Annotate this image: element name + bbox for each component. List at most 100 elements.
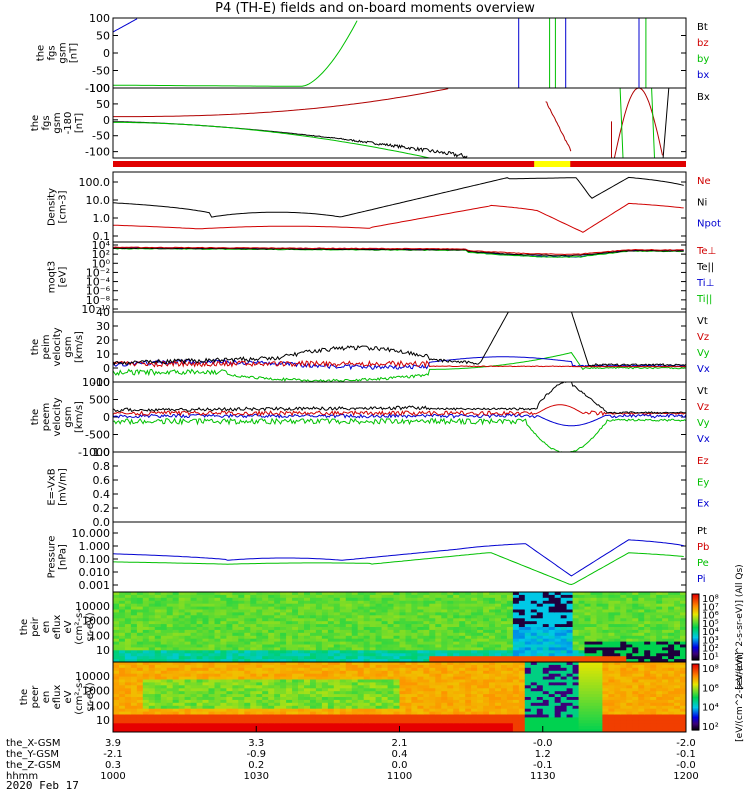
spectro-cell [351,650,359,654]
spectro-cell [274,638,281,643]
spectro-cell [268,621,275,625]
spectro-cell [351,720,359,724]
ytick-label: 10⁻¹⁰ [81,303,110,316]
spectro-cell [483,717,490,721]
spectro-cell [662,656,669,660]
spectro-cell [124,670,132,675]
spectro-cell [411,691,418,695]
spectro-cell [566,629,574,634]
spectro-cell [411,597,418,602]
spectro-cell [238,624,245,628]
spectro-cell [417,592,424,596]
spectro-cell [363,697,371,701]
spectro-cell [680,688,686,692]
spectro-cell [447,624,454,628]
spectro-cell [113,691,120,695]
spectro-cell [674,627,681,631]
spectro-cell [220,609,227,613]
spectro-cell [447,688,454,692]
spectro-cell [333,629,341,634]
spectro-cell [518,711,526,716]
spectro-cell [465,697,472,701]
spectro-cell [256,685,263,689]
spectro-cell [172,632,180,637]
spectro-cell [417,691,424,695]
ylabel-line: sr-eV) [85,682,96,711]
spectro-cell [304,641,311,646]
spectro-cell [202,594,210,599]
spectro-cell [447,635,454,640]
spectro-cell [596,644,604,648]
spectro-cell [202,729,210,732]
spectro-cell [680,632,686,637]
spectro-cell [465,723,472,727]
ylabel-line: peer [30,685,41,709]
spectro-cell [644,711,651,716]
spectro-cell [321,723,329,727]
spectro-cell [166,624,174,628]
spectro-cell [680,711,686,716]
spectro-cell [357,621,365,625]
spectro-cell [369,702,377,707]
spectro-cell [680,662,686,666]
spectro-cell [530,600,538,605]
spectro-cell [321,635,329,640]
spectro-cell [453,702,460,707]
spectro-cell [268,618,275,622]
spectro-cell [333,726,341,730]
spectro-cell [411,676,418,681]
spectro-cell [208,659,216,662]
spectro-cell [518,685,526,689]
spectro-cell [483,656,490,660]
spectro-cell [632,708,639,713]
colorbar-cell [692,677,699,679]
spectro-cell [148,621,156,625]
spectro-cell [471,635,478,640]
spectro-cell [650,694,657,698]
spectro-cell [250,664,257,669]
spectro-cell [441,650,448,654]
spectro-cell [160,717,168,721]
spectro-cell [501,699,508,704]
spectro-cell [572,621,580,625]
spectro-cell [321,597,329,602]
spectro-cell [220,717,227,721]
spectro-cell [578,720,586,724]
ylabel-line: gsm [63,336,74,357]
spectro-cell [602,699,609,704]
spectro-cell [154,638,162,643]
spectro-cell [327,688,335,692]
spectro-cell [351,618,359,622]
spectro-cell [244,612,251,616]
spectro-cell [501,624,508,628]
spectro-cell [495,729,502,732]
spectro-cell [232,650,239,654]
spectro-cell [518,609,526,613]
spectro-cell [310,641,317,646]
spectro-cell [250,641,257,646]
spectro-cell [530,664,538,669]
spectro-cell [680,679,686,683]
spectro-cell [148,641,156,646]
spectro-cell [286,708,293,713]
ylabel-line: the [19,689,30,705]
spectro-cell [656,624,663,628]
spectro-cell [113,647,120,651]
spectro-cell [292,717,299,721]
spectro-cell [602,688,609,692]
spectro-cell [542,702,550,707]
spectro-cell [148,667,156,672]
spectro-cell [524,644,532,648]
spectro-cell [196,597,204,602]
spectro-cell [130,653,138,657]
spectro-cell [674,647,681,651]
spectro-cell [375,644,383,648]
spectro-cell [566,656,574,660]
spectro-cell [333,676,341,681]
spectro-cell [506,635,514,640]
spectro-cell [315,699,323,704]
spectro-cell [578,694,586,698]
spectro-cell [441,659,448,662]
spectro-cell [214,641,222,646]
spectro-cell [393,691,401,695]
